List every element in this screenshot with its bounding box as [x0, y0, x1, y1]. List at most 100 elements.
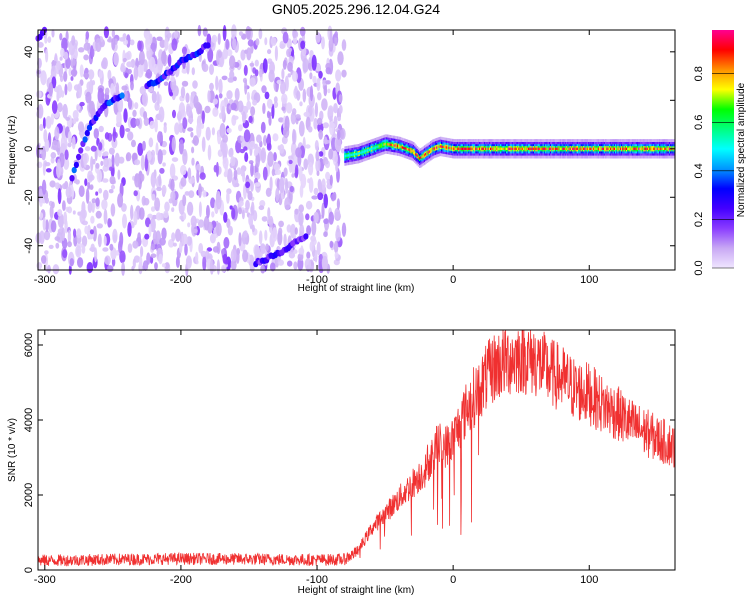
noise-cell: [90, 215, 95, 224]
noise-cell: [90, 145, 97, 152]
band-core-cell: [643, 147, 645, 150]
noise-cell: [186, 236, 192, 246]
noise-cell: [269, 176, 273, 192]
band-core-cell: [622, 147, 624, 150]
noise-cell: [281, 93, 288, 105]
x-tick-label: -300: [34, 274, 56, 286]
noise-cell: [318, 129, 324, 140]
noise-cell: [283, 233, 287, 247]
noise-cell: [243, 64, 248, 76]
noise-cell: [130, 80, 134, 91]
noise-cell: [103, 157, 109, 168]
band-core-cell: [493, 147, 496, 150]
noise-cell: [336, 198, 340, 210]
band-core-cell: [617, 147, 619, 150]
noise-cell: [231, 24, 237, 40]
band-core-cell: [634, 147, 637, 150]
noise-cell: [185, 92, 190, 104]
noise-cell: [186, 105, 192, 117]
noise-cell: [248, 115, 253, 123]
noise-cell: [318, 70, 323, 79]
noise-cell: [335, 228, 341, 242]
band-core-cell: [448, 146, 450, 150]
band-core-cell: [633, 147, 635, 150]
noise-cell: [108, 147, 115, 155]
band-core-cell: [406, 148, 409, 151]
band-core-cell: [611, 147, 613, 150]
noise-cell: [296, 90, 301, 101]
noise-cell: [50, 152, 57, 159]
noise-cell: [260, 264, 266, 274]
noise-cell: [334, 207, 341, 220]
noise-cell: [150, 253, 157, 258]
noise-cell: [338, 104, 343, 114]
noise-cell: [282, 31, 289, 44]
noise-cell: [237, 100, 244, 113]
noise-cell: [239, 200, 244, 207]
band-core-cell: [378, 145, 381, 148]
noise-cell: [181, 46, 188, 55]
noise-cell: [72, 118, 77, 125]
band-core-cell: [510, 147, 513, 150]
band-core-cell: [496, 147, 498, 150]
band-core-cell: [404, 147, 406, 150]
noise-cell: [120, 64, 126, 73]
noise-cell: [157, 149, 163, 165]
band-core-cell: [521, 147, 524, 150]
noise-cell: [52, 264, 60, 275]
noise-cell: [329, 122, 336, 129]
noise-cell: [179, 241, 183, 254]
band-core-cell: [356, 152, 359, 156]
noise-cell: [107, 218, 112, 228]
noise-cell: [121, 261, 125, 276]
noise-cell: [56, 162, 61, 179]
noise-cell: [250, 106, 256, 116]
noise-cell: [147, 87, 154, 93]
noise-cell: [270, 37, 277, 46]
noise-cell: [63, 211, 68, 225]
noise-cell: [41, 145, 47, 161]
noise-cell: [85, 31, 90, 40]
noise-cell: [137, 142, 144, 156]
noise-cell: [276, 79, 282, 85]
noise-cell: [91, 48, 95, 58]
noise-cell: [164, 37, 169, 51]
noise-cell: [97, 87, 105, 104]
noise-cell: [133, 65, 139, 81]
noise-cell: [72, 58, 76, 66]
noise-cell: [333, 103, 338, 114]
noise-cell: [45, 219, 49, 233]
band-core-cell: [537, 147, 540, 150]
noise-cell: [84, 178, 88, 187]
noise-cell: [148, 137, 154, 148]
snr-x-label: Height of straight line (km): [298, 585, 415, 596]
noise-cell: [310, 235, 316, 242]
band-core-cell: [534, 147, 536, 150]
noise-cell: [140, 246, 144, 257]
noise-cell: [95, 191, 99, 196]
snr-y-label: SNR (10 * v/v): [7, 418, 18, 482]
band-core-cell: [592, 147, 595, 150]
noise-cell: [281, 106, 286, 111]
track-cell: [73, 161, 79, 169]
noise-cell: [196, 169, 200, 183]
noise-cell: [39, 212, 44, 220]
noise-cell: [54, 182, 61, 190]
band-core-cell: [379, 144, 382, 147]
noise-cell: [211, 127, 215, 136]
noise-cell: [250, 201, 255, 216]
noise-cell: [241, 111, 247, 124]
noise-cell: [251, 224, 255, 233]
noise-cell: [156, 36, 163, 42]
noise-cell: [59, 33, 63, 41]
band-core-cell: [586, 147, 589, 150]
band-core-cell: [654, 147, 656, 150]
band-core-cell: [366, 149, 368, 152]
band-core-cell: [606, 147, 608, 150]
band-core-cell: [387, 143, 389, 146]
noise-cell: [50, 113, 54, 125]
band-core-cell: [651, 147, 654, 150]
band-core-cell: [399, 145, 401, 148]
noise-cell: [171, 136, 176, 152]
noise-cell: [163, 210, 169, 219]
